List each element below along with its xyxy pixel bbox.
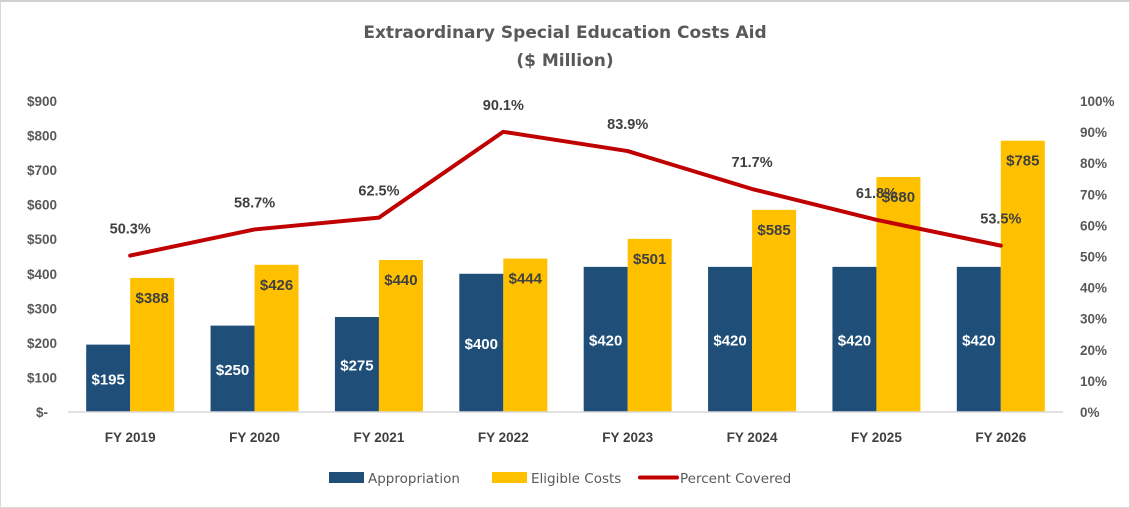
- data-label-percent-covered: 58.7%: [234, 195, 275, 211]
- data-label-eligible-costs: $585: [757, 222, 790, 239]
- y-tick-label: $-: [36, 405, 48, 420]
- data-label-eligible-costs: $440: [384, 272, 417, 289]
- x-tick-label: FY 2021: [354, 430, 405, 445]
- y2-tick-label: 80%: [1080, 156, 1107, 171]
- y-tick-label: $300: [27, 301, 57, 316]
- data-label-eligible-costs: $444: [509, 271, 543, 288]
- legend-label-eligible-costs: Eligible Costs: [531, 471, 621, 487]
- y2-tick-label: 90%: [1080, 125, 1107, 140]
- data-label-eligible-costs: $426: [260, 277, 293, 294]
- y2-tick-label: 70%: [1080, 187, 1107, 202]
- x-tick-label: FY 2025: [851, 430, 902, 445]
- x-tick-label: FY 2024: [727, 430, 778, 445]
- y2-tick-label: 60%: [1080, 218, 1107, 233]
- y2-tick-label: 0%: [1080, 405, 1100, 420]
- data-label-percent-covered: 83.9%: [607, 117, 648, 133]
- data-label-appropriation: $250: [216, 362, 249, 379]
- data-label-appropriation: $420: [589, 332, 622, 349]
- data-label-percent-covered: 53.5%: [980, 212, 1021, 228]
- data-label-percent-covered: 50.3%: [110, 222, 151, 238]
- y2-tick-label: 50%: [1080, 250, 1107, 265]
- y-tick-label: $800: [27, 129, 57, 144]
- x-tick-label: FY 2026: [975, 430, 1026, 445]
- legend-swatch-appropriation: [329, 472, 364, 483]
- y-tick-label: $400: [27, 267, 57, 282]
- y-tick-label: $100: [27, 370, 57, 385]
- y2-tick-label: 30%: [1080, 312, 1107, 327]
- y2-tick-label: 100%: [1080, 94, 1115, 109]
- data-label-percent-covered: 62.5%: [358, 184, 399, 200]
- data-label-percent-covered: 90.1%: [483, 98, 524, 114]
- y-tick-label: $200: [27, 336, 57, 351]
- data-label-percent-covered: 61.8%: [856, 186, 897, 202]
- data-label-eligible-costs: $501: [633, 251, 666, 268]
- x-tick-label: FY 2022: [478, 430, 529, 445]
- legend-swatch-eligible-costs: [492, 472, 527, 483]
- legend: Appropriation Eligible Costs Percent Cov…: [329, 471, 791, 487]
- bar-eligible-costs: [752, 210, 796, 412]
- data-label-appropriation: $420: [962, 332, 995, 349]
- chart-title: Extraordinary Special Education Costs Ai…: [363, 23, 766, 43]
- y2-tick-label: 20%: [1080, 343, 1107, 358]
- y2-tick-label: 10%: [1080, 374, 1107, 389]
- data-label-appropriation: $420: [838, 332, 871, 349]
- x-tick-label: FY 2023: [602, 430, 653, 445]
- legend-label-appropriation: Appropriation: [368, 471, 460, 487]
- data-label-percent-covered: 71.7%: [732, 155, 773, 171]
- data-label-appropriation: $275: [340, 357, 373, 374]
- data-label-appropriation: $195: [92, 371, 125, 388]
- data-label-eligible-costs: $388: [136, 290, 169, 307]
- y-tick-label: $500: [27, 232, 57, 247]
- y-tick-label: $600: [27, 198, 57, 213]
- chart-subtitle: ($ Million): [516, 51, 613, 71]
- data-label-appropriation: $420: [713, 332, 746, 349]
- data-label-appropriation: $400: [465, 336, 498, 353]
- x-tick-label: FY 2019: [105, 430, 156, 445]
- bar-eligible-costs: [876, 177, 920, 412]
- data-label-eligible-costs: $785: [1006, 153, 1039, 170]
- legend-label-percent-covered: Percent Covered: [680, 471, 791, 487]
- y2-tick-label: 40%: [1080, 281, 1107, 296]
- x-tick-label: FY 2020: [229, 430, 280, 445]
- bar-eligible-costs: [1001, 141, 1045, 412]
- y-tick-label: $700: [27, 163, 57, 178]
- y-tick-label: $900: [27, 94, 57, 109]
